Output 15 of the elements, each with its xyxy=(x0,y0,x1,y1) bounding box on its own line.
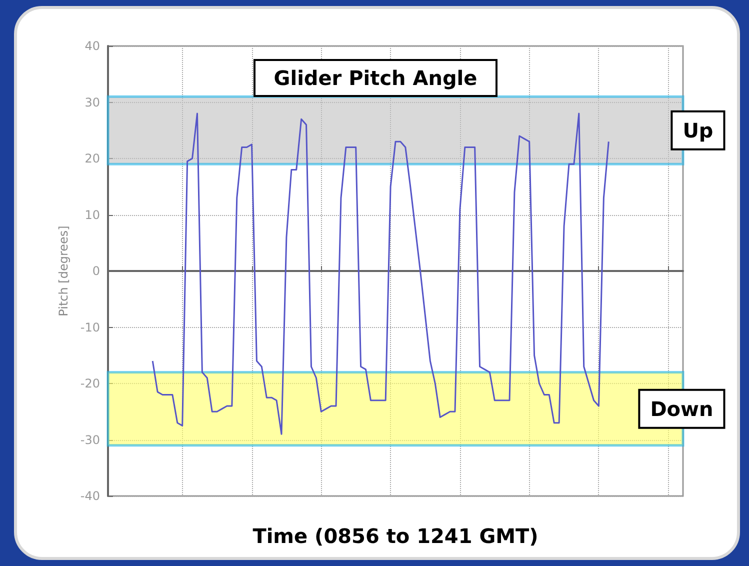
y-tick-label: 40 xyxy=(84,39,100,53)
y-axis-title: Pitch [degrees] xyxy=(56,226,70,316)
y-tick-label: 10 xyxy=(84,208,100,222)
band-label: Down xyxy=(650,396,714,421)
text: Glider Pitch Angle xyxy=(274,66,478,90)
y-tick-label: 0 xyxy=(92,264,100,278)
band-label: Up xyxy=(682,118,714,142)
y-tick-label: -20 xyxy=(80,376,100,390)
y-tick-label: -40 xyxy=(80,489,100,503)
line-series xyxy=(152,112,610,435)
y-tick-label: -10 xyxy=(80,320,100,334)
y-tick-label: -30 xyxy=(80,432,100,447)
y-tick-label: 20 xyxy=(84,152,100,166)
x-axis-title: Time (0856 to 1241 GMT) xyxy=(252,524,538,548)
y-tick-label: 30 xyxy=(84,95,100,110)
